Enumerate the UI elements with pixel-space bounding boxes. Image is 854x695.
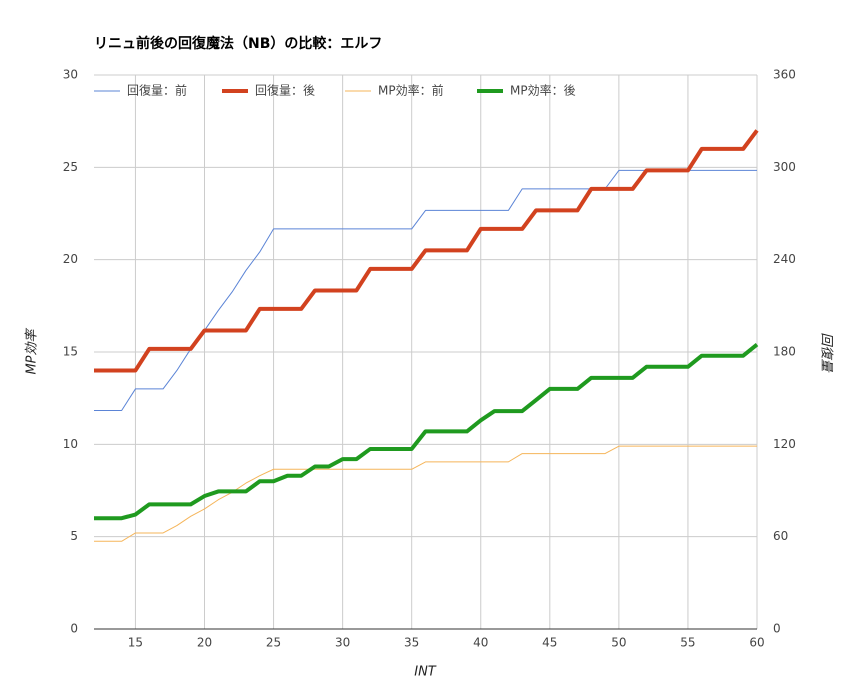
y-tick-label: 20 <box>63 252 78 266</box>
y2-tick-label: 120 <box>773 437 796 451</box>
x-tick-label: 50 <box>611 636 626 650</box>
x-tick-label: 25 <box>266 636 281 650</box>
legend-label: MP効率：前 <box>378 83 444 98</box>
series-line <box>94 445 757 542</box>
x-tick-label: 55 <box>680 636 695 650</box>
x-axis-title: INT <box>414 665 437 680</box>
y-tick-label: 0 <box>70 622 78 636</box>
y-tick-label: 10 <box>63 437 78 451</box>
x-tick-label: 30 <box>335 636 350 650</box>
chart-title: リニュ前後の回復魔法（NB）の比較：エルフ <box>94 35 382 52</box>
x-tick-label: 60 <box>749 636 764 650</box>
y-axis-title: MP効率 <box>24 327 40 374</box>
y-tick-label: 15 <box>63 345 78 359</box>
x-tick-label: 35 <box>404 636 419 650</box>
legend-label: 回復量：後 <box>255 83 315 98</box>
y-tick-label: 25 <box>63 160 78 174</box>
legend-label: 回復量：前 <box>127 83 187 98</box>
y2-tick-label: 360 <box>773 68 796 82</box>
x-tick-label: 15 <box>128 636 143 650</box>
y-tick-label: 5 <box>70 529 78 543</box>
y2-axis-title: 回復量 <box>819 332 834 373</box>
series-line <box>94 169 757 411</box>
y2-tick-label: 240 <box>773 252 796 266</box>
y-tick-label: 30 <box>63 68 78 82</box>
y2-tick-label: 60 <box>773 529 788 543</box>
y2-tick-label: 180 <box>773 345 796 359</box>
x-tick-label: 40 <box>473 636 488 650</box>
series-line <box>94 343 759 521</box>
x-tick-label: 45 <box>542 636 557 650</box>
series-line <box>94 129 759 373</box>
legend-label: MP効率：後 <box>510 83 576 98</box>
y2-tick-label: 300 <box>773 160 796 174</box>
x-tick-label: 20 <box>197 636 212 650</box>
y2-tick-label: 0 <box>773 622 781 636</box>
